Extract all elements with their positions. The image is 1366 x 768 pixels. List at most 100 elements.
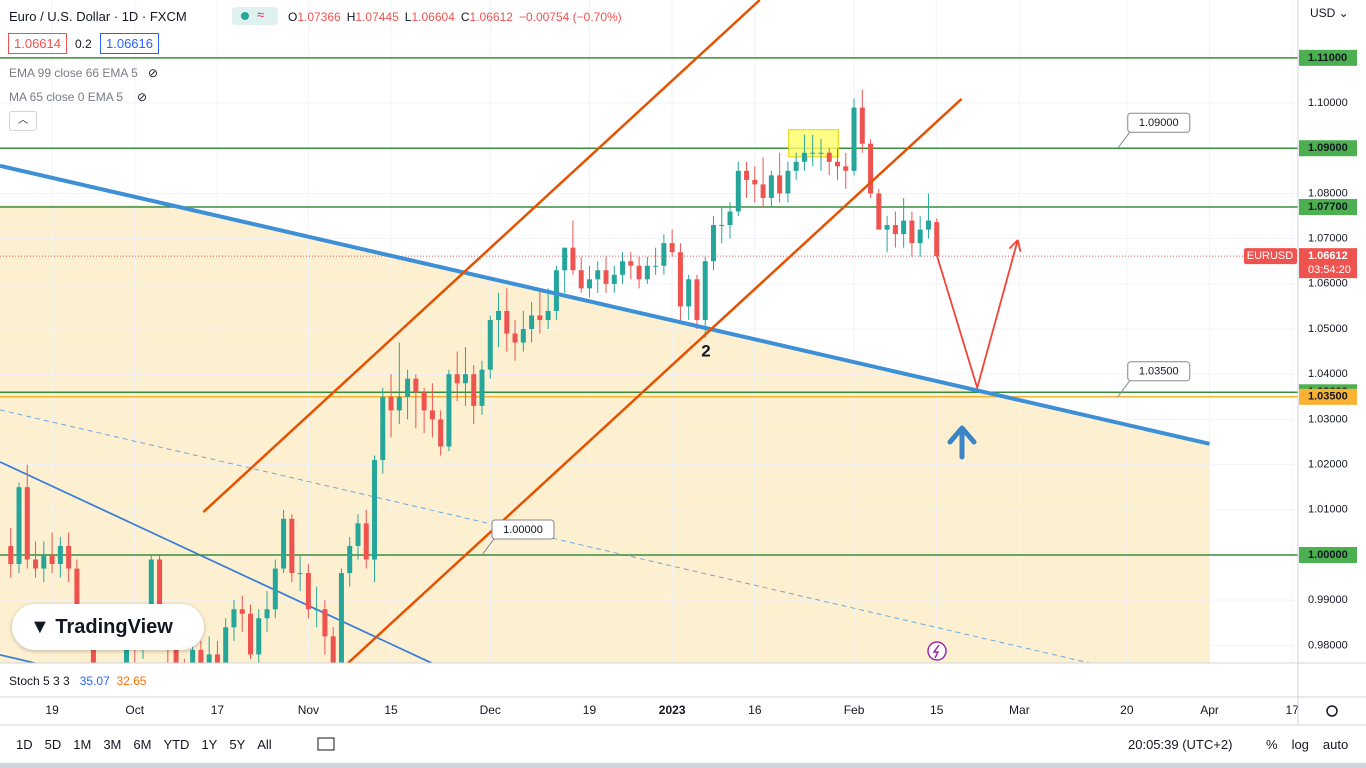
bid-price[interactable]: 1.06614 xyxy=(8,33,67,54)
callout-box xyxy=(1127,361,1191,382)
candle-body xyxy=(157,559,163,614)
candle-body xyxy=(562,247,568,271)
ohlc-key: H xyxy=(346,10,356,24)
candle-body xyxy=(843,166,849,171)
clock: 20:05:39 (UTC+2) xyxy=(1128,737,1233,752)
x-tick-label: Apr xyxy=(1200,703,1219,717)
y-tick-label: 1.08000 xyxy=(1308,187,1348,199)
symbol-title[interactable]: Euro / U.S. Dollar · 1D · FXCM xyxy=(9,9,187,24)
ohlc-value: 1.07366 xyxy=(297,10,341,24)
candle-body xyxy=(595,270,601,280)
candle-body xyxy=(644,265,650,280)
x-tick-label: Oct xyxy=(125,703,144,717)
range-button[interactable]: All xyxy=(257,737,272,752)
candle-body xyxy=(735,170,741,212)
candle-body xyxy=(669,243,675,253)
hidden-icon[interactable]: ⊘ xyxy=(137,90,148,104)
indicator-label[interactable]: MA 65 close 0 EMA 5 xyxy=(9,90,124,104)
overlay: 19 Oct 17 Nov 15 Dec 19 2023 16 Feb 15 Mar 20 Apr 17 0.… xyxy=(45,49,1357,717)
range-button[interactable]: 3M xyxy=(103,737,122,752)
level-tag xyxy=(1299,49,1357,66)
level-tag-label: 1.00000 xyxy=(1308,549,1348,561)
candle-body xyxy=(892,225,898,235)
scale-buttons: % log auto xyxy=(1266,737,1362,752)
up-arrow-icon xyxy=(947,425,977,460)
candle-body xyxy=(520,329,526,343)
x-tick-label: Nov xyxy=(298,703,319,717)
date-range-icon[interactable] xyxy=(317,737,335,751)
callout-pointer xyxy=(1117,131,1131,149)
indicator-label[interactable]: EMA 99 close 66 EMA 5 xyxy=(9,66,138,80)
candle-body xyxy=(264,609,270,619)
y-tick-label: 1.05000 xyxy=(1308,323,1348,335)
symbol-tag xyxy=(1244,248,1297,265)
x-tick-label: 20 xyxy=(1120,703,1134,717)
candle-body xyxy=(454,374,460,384)
range-button[interactable]: 5Y xyxy=(229,737,246,752)
candle-body xyxy=(305,573,311,610)
range-button[interactable]: 1M xyxy=(73,737,92,752)
stoch-d: 32.65 xyxy=(116,674,147,688)
range-button[interactable]: 5D xyxy=(44,737,62,752)
stoch-legend: Stoch 5 3 3 35.07 32.65 xyxy=(9,674,146,688)
stoch-k: 35.07 xyxy=(79,674,110,688)
candle-body xyxy=(66,545,72,569)
range-button[interactable]: 6M xyxy=(133,737,152,752)
candle-body xyxy=(99,695,104,731)
candle-body xyxy=(512,333,518,343)
candle-body xyxy=(16,487,22,565)
candle-body xyxy=(74,568,80,628)
ohlc-change: −0.00754 (−0.70%) xyxy=(518,10,622,24)
candle-body xyxy=(123,640,129,663)
candle-body xyxy=(727,211,733,226)
candle-body xyxy=(49,554,55,565)
stoch-label: Stoch 5 3 3 xyxy=(9,674,70,688)
candle-body xyxy=(355,523,361,546)
candle-body xyxy=(214,654,220,663)
collapse-button[interactable]: ︿ xyxy=(9,111,37,131)
status-badge: ≈ xyxy=(232,7,278,25)
y-tick-label: 1.02000 xyxy=(1308,459,1348,471)
trend-line xyxy=(0,461,432,663)
range-bar: 1D 5D 1M 3M 6M YTD 1Y 5Y All xyxy=(16,737,284,752)
countdown-label: 03:54:20 xyxy=(1308,264,1351,276)
candle-body xyxy=(529,315,535,330)
candle-body xyxy=(793,161,799,171)
range-button[interactable]: 1D xyxy=(16,737,33,752)
candle-body xyxy=(8,545,14,565)
hidden-icon[interactable]: ⊘ xyxy=(148,66,159,80)
candle-body xyxy=(173,649,179,663)
candle-body xyxy=(24,487,30,560)
candle-body xyxy=(338,573,344,663)
ask-price[interactable]: 1.06616 xyxy=(100,33,159,54)
candle-body xyxy=(768,175,774,198)
x-tick-label: 15 xyxy=(930,703,944,717)
x-tick-label: Feb xyxy=(844,703,865,717)
scale-button[interactable]: log xyxy=(1291,737,1309,752)
logo-text: TradingView xyxy=(55,616,173,638)
candle-body xyxy=(322,609,328,637)
candle-body xyxy=(785,170,791,194)
candle-body xyxy=(834,161,840,167)
x-tick-label: Mar xyxy=(1009,703,1030,717)
range-button[interactable]: 1Y xyxy=(201,737,218,752)
y-tick-label: 0.98000 xyxy=(1308,639,1348,651)
y-tick-label: 1.03000 xyxy=(1308,413,1348,425)
range-button[interactable]: YTD xyxy=(163,737,190,752)
y-tick-label: 1.06000 xyxy=(1308,278,1348,290)
settings-icon[interactable] xyxy=(1326,705,1338,717)
candle-body xyxy=(537,315,543,320)
currency-label[interactable]: USD ⌄ xyxy=(1310,6,1349,20)
scale-button[interactable]: % xyxy=(1266,737,1278,752)
zone xyxy=(0,204,1210,663)
currency: USD xyxy=(1310,6,1336,20)
candle-body xyxy=(909,220,915,244)
price-tag xyxy=(1299,248,1357,279)
logo[interactable]: ▼ TradingView xyxy=(12,604,204,650)
x-tick-label: 19 xyxy=(45,703,59,717)
candle-body xyxy=(810,152,816,154)
candle-body xyxy=(438,419,444,447)
candle-body xyxy=(884,225,890,230)
scale-button[interactable]: auto xyxy=(1322,737,1349,752)
candle-body xyxy=(223,627,229,663)
